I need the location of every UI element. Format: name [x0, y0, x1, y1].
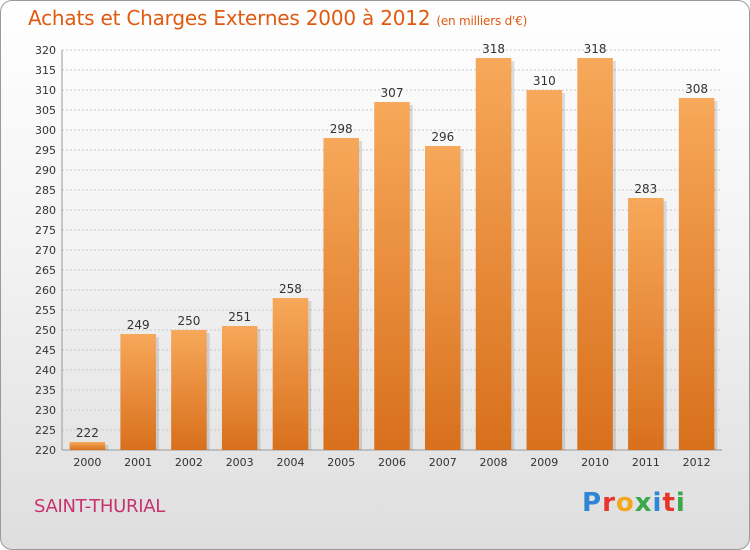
- y-tick-label: 220: [35, 444, 56, 457]
- x-tick-label: 2001: [124, 456, 152, 469]
- y-tick-label: 310: [35, 84, 56, 97]
- title-text: Achats et Charges Externes 2000 à 2012: [28, 6, 431, 30]
- logo-letter: r: [602, 488, 616, 518]
- bar: [425, 146, 461, 450]
- x-tick-label: 2006: [378, 456, 406, 469]
- bar-value-label: 308: [685, 82, 708, 96]
- y-tick-label: 275: [35, 224, 56, 237]
- y-tick-labels: 220 225 230 235 240 245 250 255 260 265 270 275 280 2…: [35, 44, 56, 457]
- bar: [120, 334, 156, 450]
- x-tick-label: 2012: [683, 456, 711, 469]
- y-tick-label: 290: [35, 164, 56, 177]
- proxiti-logo: Proxiti: [582, 488, 686, 518]
- y-tick-label: 300: [35, 124, 56, 137]
- y-tick-label: 305: [35, 104, 56, 117]
- bar: [526, 90, 563, 450]
- logo-letter: P: [582, 488, 603, 518]
- bar: [678, 98, 715, 450]
- x-tick-label: 2009: [530, 456, 558, 469]
- x-tick-label: 2005: [327, 456, 355, 469]
- logo-letter: x: [634, 488, 653, 518]
- x-tick-label: 2010: [581, 456, 609, 469]
- x-tick-label: 2007: [429, 456, 457, 469]
- bar-value-label: 283: [634, 182, 657, 196]
- bar-value-label: 222: [76, 426, 99, 440]
- x-tick-label: 2000: [73, 456, 101, 469]
- x-tick-label: 2011: [632, 456, 660, 469]
- y-tick-label: 225: [35, 424, 56, 437]
- x-tick-label: 2003: [226, 456, 254, 469]
- bar: [577, 58, 613, 450]
- y-tick-label: 260: [35, 284, 56, 297]
- bar: [221, 326, 258, 450]
- y-tick-label: 285: [35, 184, 56, 197]
- bar-value-label: 296: [431, 130, 454, 144]
- bar: [628, 198, 664, 450]
- logo-letter: o: [615, 488, 635, 518]
- bar: [69, 442, 106, 450]
- x-tick-label: 2004: [276, 456, 304, 469]
- bar-value-label: 310: [533, 74, 556, 88]
- bar: [374, 102, 410, 450]
- bar-value-label: 307: [381, 86, 404, 100]
- bar: [475, 58, 512, 450]
- x-tick-label: 2002: [175, 456, 203, 469]
- chart-subtitle: (en milliers d'€): [436, 14, 528, 28]
- logo-letter: i: [675, 488, 686, 518]
- bar-value-label: 258: [279, 282, 302, 296]
- bar-value-labels: 222 249 250 251 258 298 307 296 318 310 318 283 308: [76, 42, 708, 440]
- bar-value-label: 250: [177, 314, 200, 328]
- bar: [272, 298, 309, 450]
- bar-value-label: 318: [584, 42, 607, 56]
- y-tick-label: 230: [35, 404, 56, 417]
- city-name: SAINT-THURIAL: [34, 496, 165, 517]
- y-tick-label: 235: [35, 384, 56, 397]
- x-tick-labels: 2000 2001 2002 2003 2004 2005 2006 2007 2008 2009…: [73, 456, 710, 469]
- bar: [171, 330, 207, 450]
- bars: [69, 58, 718, 450]
- bar-value-label: 298: [330, 122, 353, 136]
- bar-value-label: 249: [127, 318, 150, 332]
- bar-value-label: 318: [482, 42, 505, 56]
- y-tick-label: 255: [35, 304, 56, 317]
- y-tick-label: 295: [35, 144, 56, 157]
- x-tick-label: 2008: [480, 456, 508, 469]
- y-tick-label: 320: [35, 44, 56, 57]
- y-tick-label: 240: [35, 364, 56, 377]
- y-tick-label: 265: [35, 264, 56, 277]
- bar: [323, 138, 359, 450]
- logo-letter: t: [662, 488, 676, 518]
- logo-letter: i: [652, 488, 663, 518]
- y-tick-label: 250: [35, 324, 56, 337]
- chart-title: Achats et Charges Externes 2000 à 2012 (e…: [28, 6, 527, 30]
- y-tick-label: 280: [35, 204, 56, 217]
- bar-value-label: 251: [228, 310, 251, 324]
- y-tick-label: 245: [35, 344, 56, 357]
- y-tick-label: 315: [35, 64, 56, 77]
- y-tick-label: 270: [35, 244, 56, 257]
